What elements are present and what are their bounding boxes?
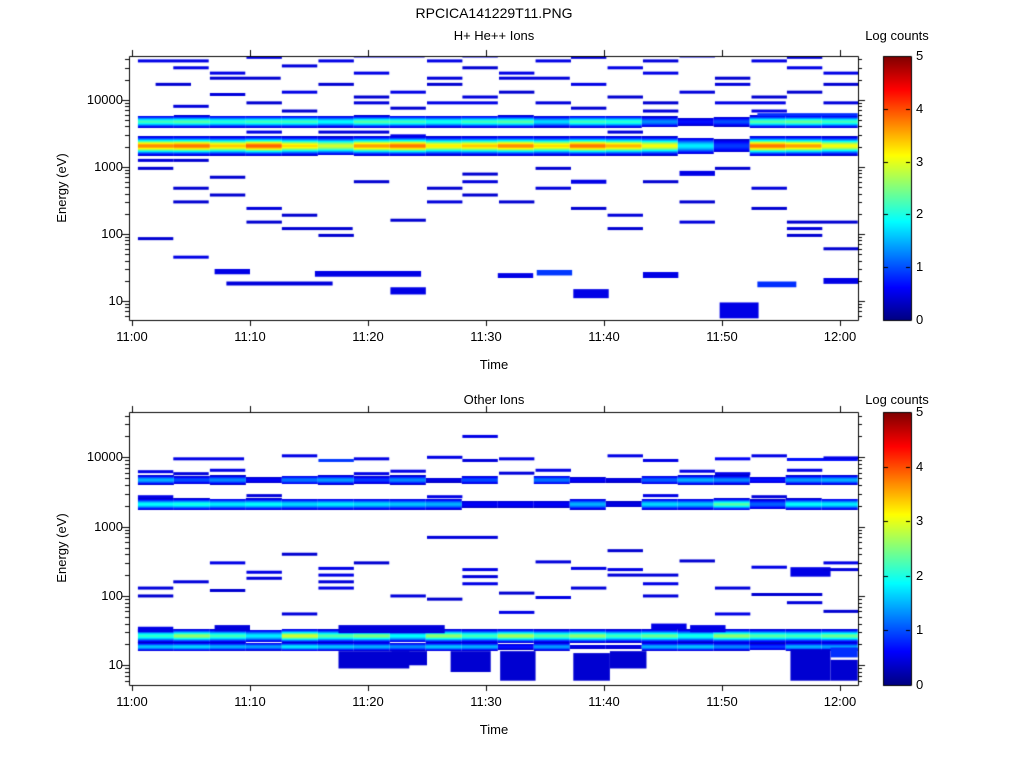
x-tick-label: 11:20 [352,329,384,344]
colorbar-tick-label: 5 [916,48,924,63]
panel2-x-axis-label: Time [479,722,509,737]
panel2-colorbar-title: Log counts [865,392,929,407]
x-tick-label: 11:50 [706,694,738,709]
x-tick-label: 12:00 [823,694,857,709]
y-tick-label: 10000 [86,449,123,465]
x-tick-label: 11:40 [588,694,620,709]
x-tick-label: 11:40 [588,329,620,344]
colorbar-tick-label: 3 [916,513,924,529]
panel1-title: H+ He++ Ions [453,28,535,43]
y-tick-label: 10000 [86,91,123,107]
x-tick-label: 11:50 [706,329,738,344]
colorbar-tick-label: 2 [916,206,924,222]
colorbar-tick-label: 0 [916,312,924,327]
x-tick-label: 11:10 [234,329,266,344]
colorbar-tick-label: 4 [916,100,924,116]
panel1-colorbar-title: Log counts [865,28,929,43]
x-tick-label: 11:00 [116,329,148,344]
y-tick-label: 10 [108,292,123,308]
panel1-x-axis-label: Time [479,357,509,372]
colorbar-tick-label: 3 [916,153,924,169]
colorbar-tick-label: 2 [916,567,924,583]
y-tick-label: 1000 [94,158,123,174]
colorbar-tick-label: 4 [916,458,924,474]
x-tick-label: 11:30 [470,329,502,344]
x-tick-label: 11:00 [116,694,148,709]
y-tick-label: 100 [101,225,123,241]
figure-title: RPCICA141229T11.PNG [415,5,573,21]
y-tick-label: 1000 [94,518,123,534]
colorbar-tick-label: 0 [916,677,924,692]
x-tick-label: 12:00 [823,329,857,344]
x-tick-label: 11:30 [470,694,502,709]
colorbar-tick-label: 1 [916,622,924,638]
x-tick-label: 11:20 [352,694,384,709]
panel2-title: Other Ions [463,392,525,407]
colorbar-tick-label: 5 [916,404,924,419]
y-tick-label: 100 [101,587,123,603]
y-tick-label: 10 [108,657,123,673]
x-tick-label: 11:10 [234,694,266,709]
colorbar-tick-label: 1 [916,259,924,275]
